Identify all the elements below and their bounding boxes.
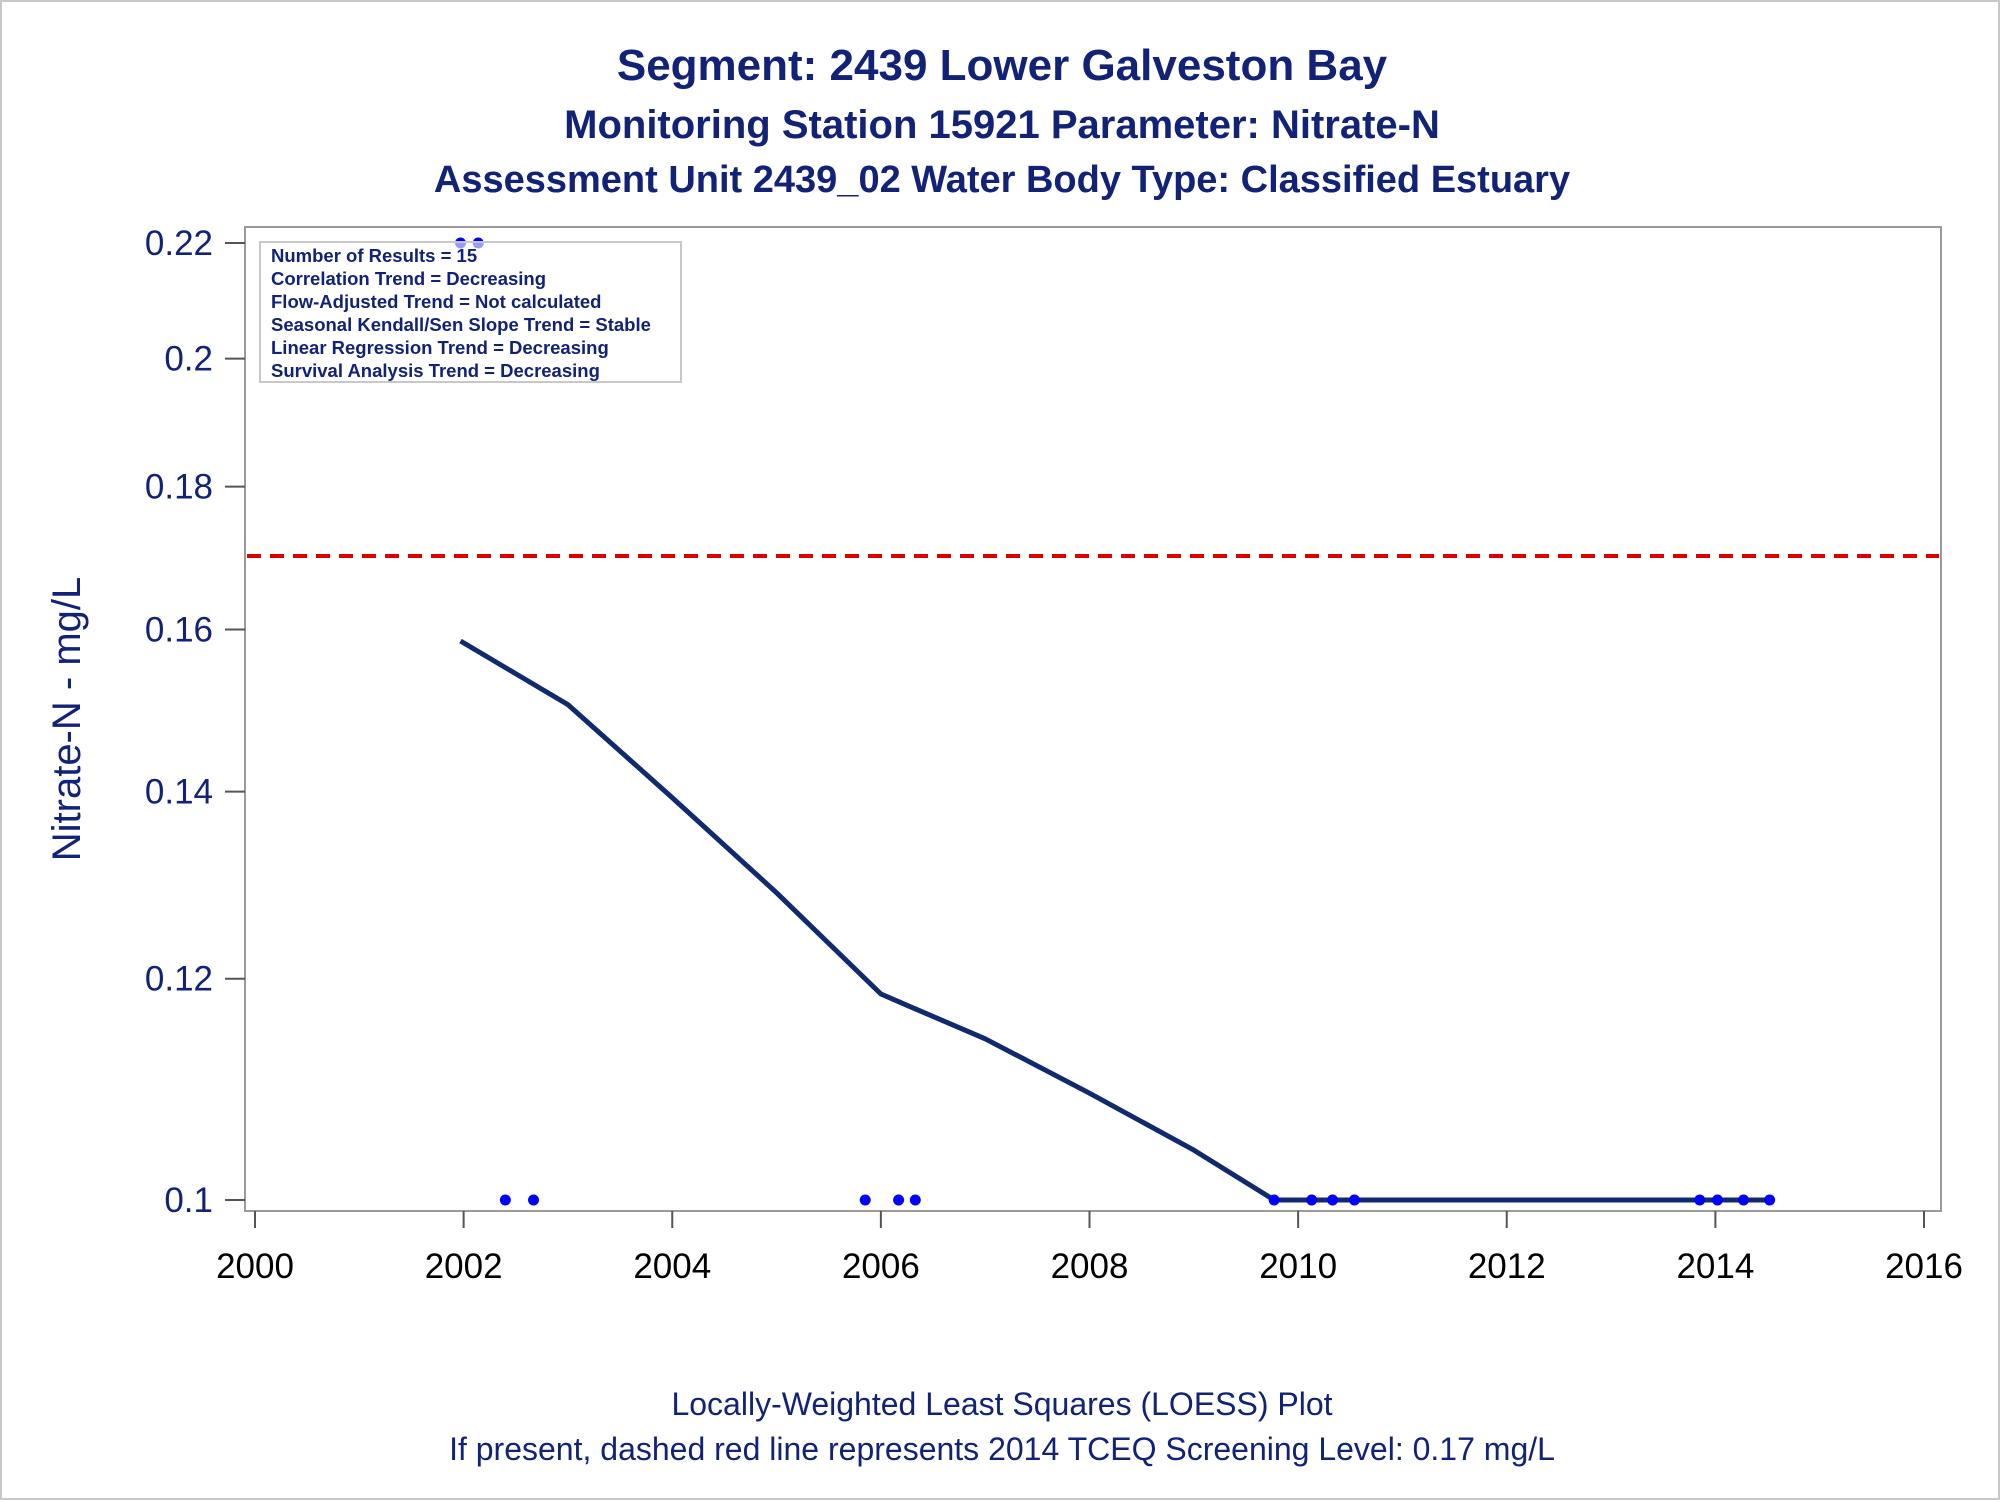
- chart-title: Segment: 2439 Lower Galveston Bay: [617, 41, 1388, 90]
- chart-subtitle-assessment: Assessment Unit 2439_02 Water Body Type:…: [434, 159, 1570, 201]
- y-tick-label: 0.1: [164, 1181, 213, 1220]
- x-tick-label: 2010: [1259, 1247, 1337, 1286]
- data-point: [528, 1194, 540, 1206]
- chart-subtitle-station: Monitoring Station 15921 Parameter: Nitr…: [564, 103, 1440, 147]
- data-point: [859, 1194, 871, 1206]
- stats-seasonal-kendall-trend: Seasonal Kendall/Sen Slope Trend = Stabl…: [271, 314, 651, 335]
- x-tick-label: 2000: [216, 1247, 294, 1286]
- y-tick-label: 0.22: [145, 224, 213, 263]
- y-axis: 0.1 0.12 0.14 0.16 0.18 0.2 0.22: [145, 224, 245, 1220]
- data-point: [1268, 1194, 1280, 1206]
- stats-number-of-results: Number of Results = 15: [271, 245, 477, 266]
- y-tick-label: 0.2: [164, 340, 213, 379]
- stats-box: Number of Results = 15 Correlation Trend…: [259, 241, 682, 383]
- data-points: [454, 237, 1776, 1206]
- x-tick-label: 2012: [1468, 1247, 1546, 1286]
- loess-line: [459, 638, 1770, 1203]
- data-point: [1711, 1194, 1723, 1206]
- x-tick-label: 2008: [1051, 1247, 1129, 1286]
- y-tick-label: 0.18: [145, 468, 213, 507]
- x-tick-label: 2004: [633, 1247, 711, 1286]
- x-tick-label: 2016: [1885, 1247, 1963, 1286]
- data-point: [1694, 1194, 1706, 1206]
- y-tick-label: 0.14: [145, 773, 213, 812]
- stats-survival-analysis-trend: Survival Analysis Trend = Decreasing: [271, 360, 600, 381]
- data-point: [1306, 1194, 1318, 1206]
- data-point: [499, 1194, 511, 1206]
- footnote-screening-level: If present, dashed red line represents 2…: [449, 1431, 1555, 1467]
- y-tick-label: 0.16: [145, 611, 213, 650]
- data-point: [893, 1194, 905, 1206]
- data-point: [1738, 1194, 1750, 1206]
- y-axis-label: Nitrate-N - mg/L: [45, 577, 89, 862]
- data-point: [909, 1194, 921, 1206]
- data-point: [1348, 1194, 1360, 1206]
- stats-correlation-trend: Correlation Trend = Decreasing: [271, 268, 546, 289]
- x-axis: 2000 2002 2004 2006 2008 2010 2012 2014 2016: [216, 1211, 1963, 1286]
- data-point: [1327, 1194, 1339, 1206]
- x-tick-label: 2002: [425, 1247, 503, 1286]
- x-tick-label: 2006: [842, 1247, 920, 1286]
- y-tick-label: 0.12: [145, 960, 213, 999]
- x-tick-label: 2014: [1676, 1247, 1754, 1286]
- stats-flow-adjusted-trend: Flow-Adjusted Trend = Not calculated: [271, 291, 601, 312]
- stats-box-border: [259, 241, 682, 383]
- stats-linear-regression-trend: Linear Regression Trend = Decreasing: [271, 337, 609, 358]
- data-point: [1764, 1194, 1776, 1206]
- footnote-loess: Locally-Weighted Least Squares (LOESS) P…: [671, 1386, 1332, 1422]
- plot-area: [244, 226, 1942, 1212]
